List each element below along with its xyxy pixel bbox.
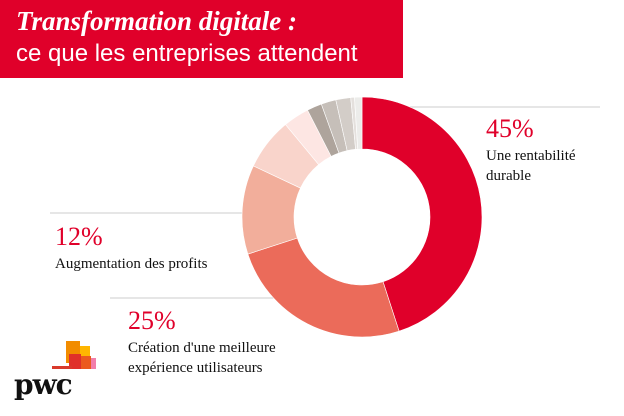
label-line: Création d'une meilleure [128, 340, 276, 356]
label-line: Une rentabilité [486, 148, 576, 164]
value-25: 25% [128, 306, 176, 335]
label-45: Une rentabilité durable [486, 146, 576, 186]
donut-slice-0 [361, 96, 483, 332]
label-line: Augmentation des profits [55, 256, 208, 272]
pwc-logo: pwc [14, 336, 104, 406]
label-line: durable [486, 168, 531, 184]
label-12: Augmentation des profits [55, 254, 207, 274]
chart-title: Transformation digitale : [16, 6, 298, 36]
title-banner: Transformation digitale : ce que les ent… [0, 0, 403, 78]
chart-subtitle: ce que les entreprises attendent [16, 40, 358, 67]
donut-slice-1 [247, 237, 400, 338]
value-45: 45% [486, 114, 534, 143]
label-line: expérience utilisateurs [128, 360, 263, 376]
label-25: Création d'une meilleure expérience util… [128, 338, 276, 378]
value-12: 12% [55, 222, 103, 251]
donut-slice-9 [354, 96, 363, 150]
pwc-wordmark: pwc [14, 368, 73, 401]
